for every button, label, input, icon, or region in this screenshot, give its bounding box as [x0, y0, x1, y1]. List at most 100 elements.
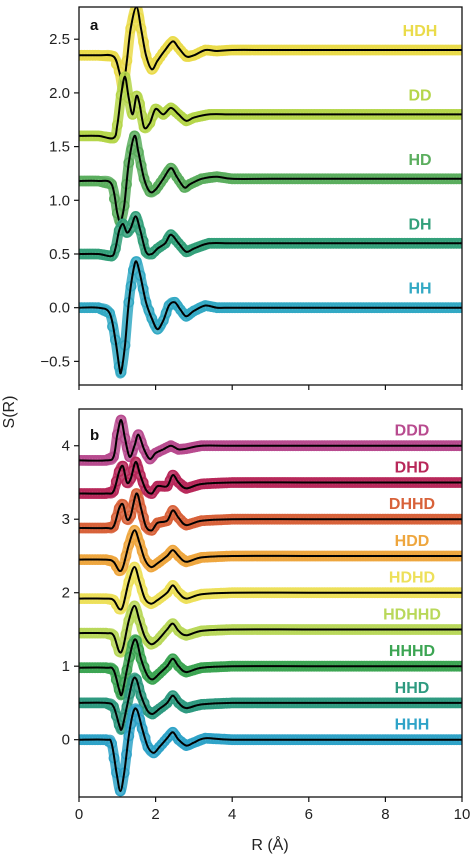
data-point	[162, 104, 174, 116]
model-line	[79, 75, 462, 140]
model-line	[79, 676, 462, 731]
series-label-hdhd: HDHD	[389, 570, 435, 587]
series-label-hdhhd: HDHHD	[383, 606, 441, 623]
data-point	[129, 600, 140, 612]
data-point	[115, 414, 127, 426]
plot-area	[79, 414, 462, 797]
data-point	[106, 738, 117, 749]
data-point	[178, 517, 190, 529]
series-label-dd: DD	[408, 87, 431, 104]
x-tick-label: 8	[381, 806, 389, 823]
data-point	[129, 561, 140, 573]
data-point	[117, 499, 129, 510]
data-point	[151, 744, 162, 756]
x-tick-label: 2	[151, 806, 159, 823]
data-point	[157, 239, 168, 251]
data-point	[146, 312, 158, 324]
model-line	[79, 260, 462, 375]
model-line	[79, 215, 462, 258]
data-point	[144, 117, 156, 129]
data-point	[130, 256, 142, 267]
data-point	[108, 485, 119, 497]
series-dhd	[79, 456, 462, 499]
series-dhhd	[79, 488, 462, 536]
y-tick-label: 2.5	[49, 31, 70, 48]
data-point	[178, 738, 190, 749]
axes-frame	[78, 408, 463, 798]
data-point	[159, 663, 170, 674]
series-ddd	[79, 414, 462, 466]
y-axis-title: S(R)	[1, 396, 18, 429]
data-point	[130, 210, 142, 222]
data-point	[129, 524, 140, 536]
data-point	[167, 36, 179, 47]
series-label-dhhd: DHHD	[389, 496, 435, 513]
model-line	[79, 418, 462, 462]
series-hdhd	[79, 561, 462, 615]
y-tick-label: 0.5	[49, 246, 70, 263]
series-hdhhd	[79, 600, 462, 658]
data-point	[178, 243, 190, 255]
series-label-hd: HD	[408, 152, 431, 169]
data-point	[117, 600, 129, 612]
series-label-dhd: DHD	[395, 459, 430, 476]
data-point	[117, 561, 129, 573]
data-point	[177, 307, 189, 319]
data-point	[120, 550, 132, 562]
model-line	[79, 638, 462, 697]
data-point	[138, 173, 150, 185]
data-point	[110, 243, 121, 254]
data-point	[103, 736, 115, 747]
model-line	[79, 492, 462, 532]
x-tick-label: 6	[305, 806, 313, 823]
data-point	[144, 453, 156, 465]
model-line	[79, 566, 462, 611]
data-point	[185, 307, 197, 319]
data-point	[159, 626, 171, 638]
y-tick-label: 2	[62, 585, 70, 602]
y-tick-label: 0	[62, 732, 70, 749]
y-tick-label: 4	[62, 438, 70, 455]
data-point	[129, 130, 140, 142]
series-label-ddd: DDD	[395, 423, 430, 440]
x-axis-title: R (Å)	[251, 835, 288, 854]
series-hh	[79, 256, 462, 379]
data-point	[115, 785, 126, 797]
series-label-hdh: HDH	[403, 23, 438, 40]
y-tick-label: 1	[62, 658, 70, 675]
model-line	[79, 529, 462, 573]
y-tick-label: 3	[62, 511, 70, 528]
series-hdh	[79, 7, 462, 93]
data-point	[130, 488, 142, 499]
model-line	[79, 460, 462, 495]
y-tick-label: 2.0	[49, 85, 70, 102]
series-hhh	[79, 703, 462, 797]
data-point	[123, 539, 135, 551]
data-point	[132, 429, 144, 441]
series-label-dh: DH	[408, 216, 431, 233]
panel-letter: a	[90, 17, 99, 34]
data-point	[104, 307, 115, 319]
series-label-hhhd: HHHD	[389, 643, 435, 660]
data-point	[108, 664, 119, 676]
plot-area	[79, 7, 462, 379]
data-point	[178, 664, 190, 676]
series-label-hh: HH	[408, 281, 431, 298]
data-point	[178, 480, 190, 492]
data-point	[125, 222, 137, 234]
axes-frame	[78, 6, 463, 386]
data-point	[178, 48, 190, 59]
model-line	[79, 707, 462, 793]
x-tick-label: 10	[454, 806, 471, 823]
model-line	[79, 604, 462, 654]
data-point	[130, 456, 142, 468]
data-point	[141, 179, 153, 191]
y-tick-label: 1.5	[49, 139, 70, 156]
y-tick-label: −0.5	[40, 353, 70, 370]
x-tick-label: 0	[75, 806, 83, 823]
data-point	[137, 477, 149, 488]
data-point	[148, 747, 160, 759]
data-point	[178, 591, 190, 602]
data-band	[79, 211, 462, 262]
